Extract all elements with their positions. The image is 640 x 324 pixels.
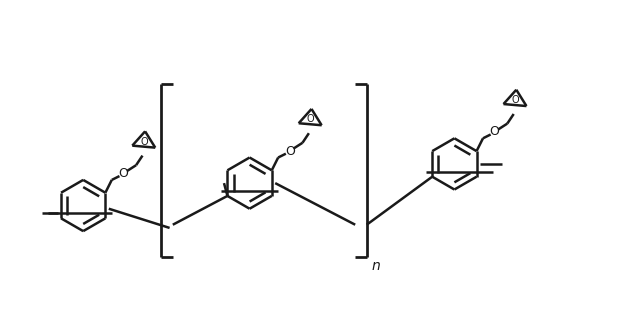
Text: O: O <box>118 167 128 180</box>
Text: O: O <box>307 114 314 124</box>
Text: O: O <box>490 125 499 138</box>
Text: O: O <box>285 145 294 157</box>
Text: n: n <box>371 259 380 272</box>
Text: O: O <box>511 95 519 105</box>
Text: O: O <box>140 136 148 146</box>
